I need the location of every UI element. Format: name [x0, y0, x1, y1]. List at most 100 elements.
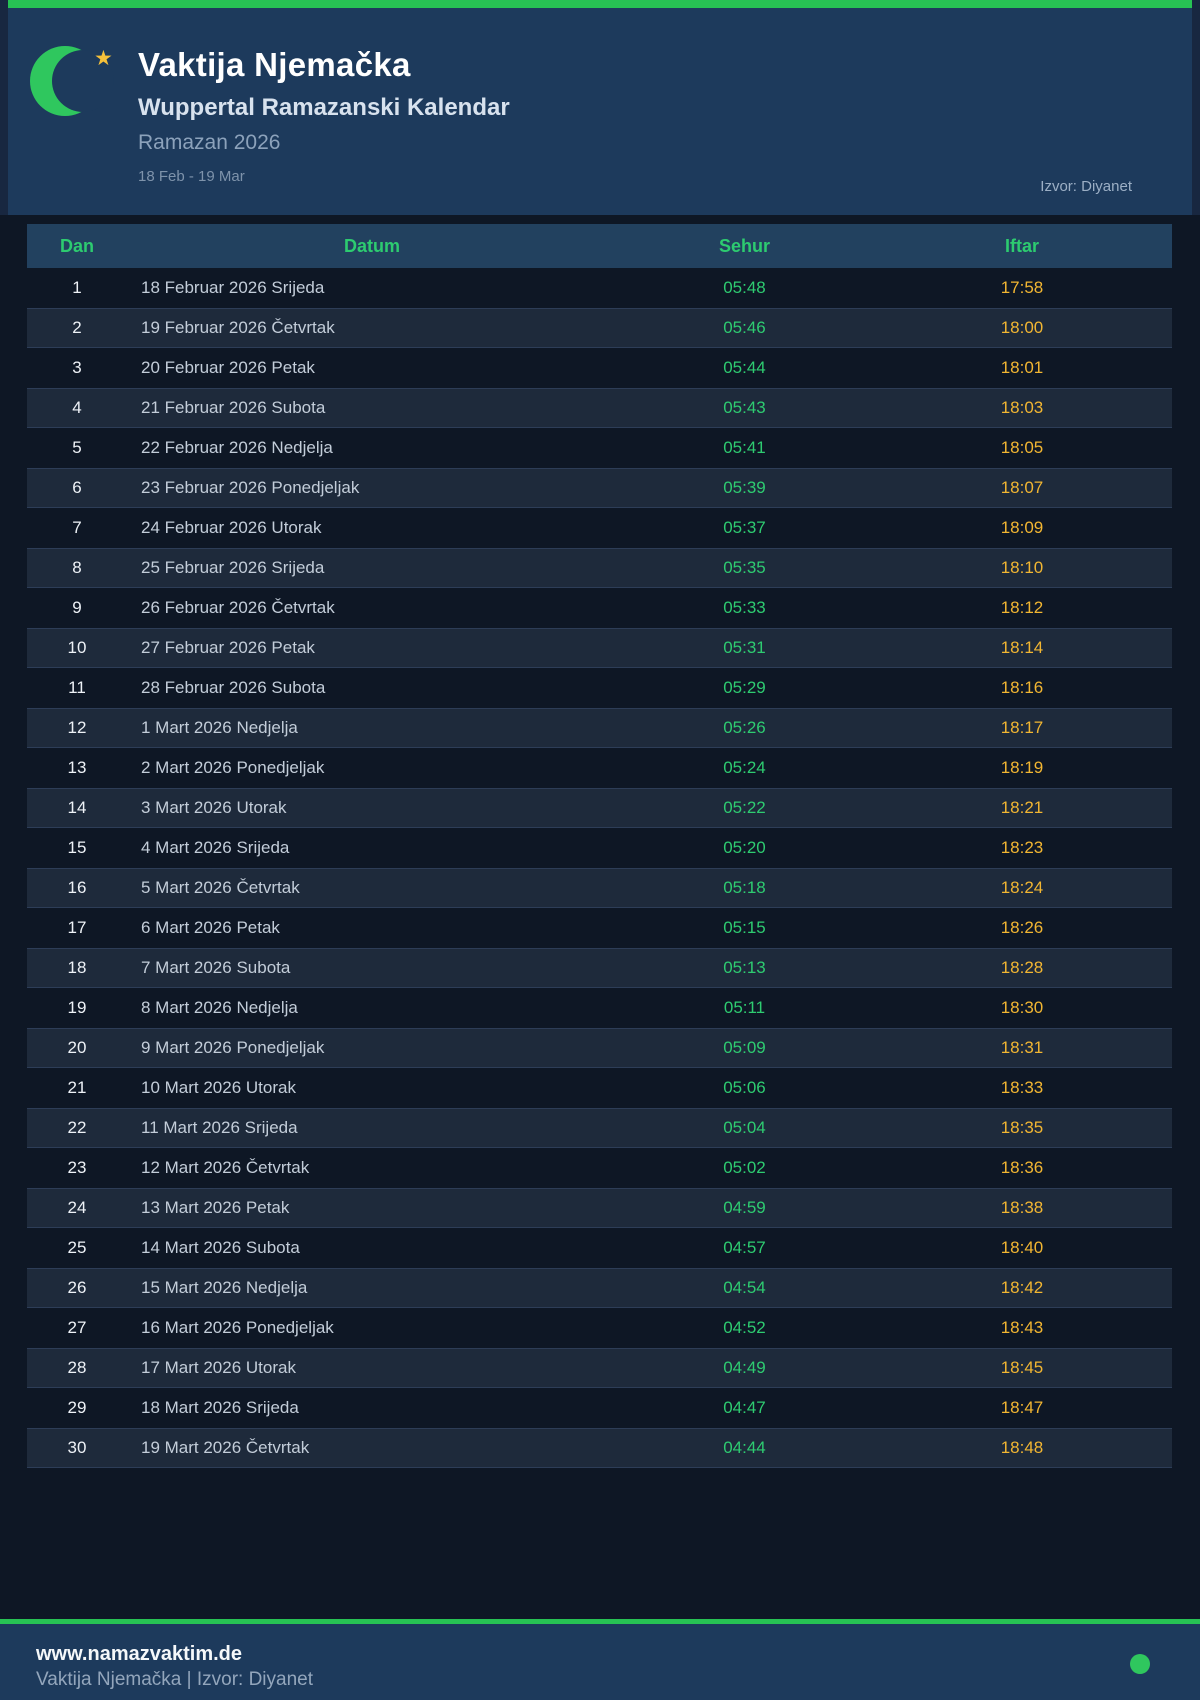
table-row: 23 12 Mart 2026 Četvrtak 05:02 18:36: [27, 1148, 1172, 1188]
iftar-time-cell: 18:31: [872, 1028, 1172, 1068]
day-number-cell: 2: [27, 308, 127, 348]
day-number-cell: 16: [27, 868, 127, 908]
day-number-cell: 27: [67, 1318, 87, 1337]
iftar-time-cell: 18:14: [872, 628, 1172, 668]
date-cell: 18 Februar 2026 Srijeda: [141, 278, 325, 297]
sehur-time-cell: 04:54: [617, 1268, 872, 1308]
sehur-time-cell: 05:06: [723, 1078, 766, 1097]
table-row: 1 18 Februar 2026 Srijeda 05:48 17:58: [27, 268, 1172, 308]
table-row: 27 16 Mart 2026 Ponedjeljak 04:52 18:43: [27, 1308, 1172, 1348]
day-number-cell: 13: [67, 758, 87, 777]
day-number-cell: 12: [27, 708, 127, 748]
day-number-cell: 3: [72, 358, 82, 377]
table-row: 17 6 Mart 2026 Petak 05:15 18:26: [27, 908, 1172, 948]
date-cell: 25 Februar 2026 Srijeda: [127, 548, 617, 588]
iftar-time-cell: 17:58: [1000, 278, 1044, 297]
date-cell: 19 Mart 2026 Četvrtak: [127, 1428, 617, 1468]
date-cell: 18 Mart 2026 Srijeda: [141, 1398, 299, 1417]
frame-edge-left: [0, 0, 8, 215]
day-number-cell: 22: [27, 1108, 127, 1148]
date-cell: 27 Februar 2026 Petak: [127, 628, 617, 668]
iftar-time-cell: 18:19: [1000, 758, 1044, 777]
sehur-time-cell: 05:46: [617, 308, 872, 348]
table-row: 8 25 Februar 2026 Srijeda 05:35 18:10: [27, 548, 1172, 588]
date-cell: 9 Mart 2026 Ponedjeljak: [127, 1028, 617, 1068]
sehur-time-cell: 05:39: [617, 468, 872, 508]
date-cell: 26 Februar 2026 Četvrtak: [141, 598, 335, 617]
iftar-time-cell: 18:05: [1000, 438, 1044, 457]
table-row: 12 1 Mart 2026 Nedjelja 05:26 18:17: [27, 708, 1172, 748]
day-number-cell: 8: [27, 548, 127, 588]
sehur-time-cell: 05:13: [617, 948, 872, 988]
day-number-cell: 23: [67, 1158, 87, 1177]
table-row: 25 14 Mart 2026 Subota 04:57 18:40: [27, 1228, 1172, 1268]
sehur-time-cell: 05:20: [723, 838, 766, 857]
iftar-time-cell: 18:42: [872, 1268, 1172, 1308]
iftar-time-cell: 18:03: [872, 388, 1172, 428]
date-cell: 14 Mart 2026 Subota: [141, 1238, 300, 1257]
day-number-cell: 30: [27, 1428, 127, 1468]
iftar-time-cell: 18:28: [872, 948, 1172, 988]
sehur-time-cell: 05:43: [617, 388, 872, 428]
table-row: 7 24 Februar 2026 Utorak 05:37 18:09: [27, 508, 1172, 548]
table-row: 5 22 Februar 2026 Nedjelja 05:41 18:05: [27, 428, 1172, 468]
crescent-moon-icon: [30, 46, 114, 116]
date-cell: 24 Februar 2026 Utorak: [141, 518, 322, 537]
date-cell: 5 Mart 2026 Četvrtak: [127, 868, 617, 908]
date-cell: 6 Mart 2026 Petak: [141, 918, 280, 937]
day-number-cell: 24: [27, 1188, 127, 1228]
prayer-times-table: Dan Datum Sehur Iftar 1 18 Februar 2026 …: [27, 224, 1172, 1468]
column-header-dan: Dan: [27, 224, 127, 268]
sehur-time-cell: 05:33: [723, 598, 766, 617]
sehur-time-cell: 05:26: [617, 708, 872, 748]
date-cell: 23 Februar 2026 Ponedjeljak: [127, 468, 617, 508]
day-number-cell: 14: [27, 788, 127, 828]
table-row: 15 4 Mart 2026 Srijeda 05:20 18:23: [27, 828, 1172, 868]
iftar-time-cell: 18:10: [872, 548, 1172, 588]
sehur-time-cell: 04:44: [617, 1428, 872, 1468]
sehur-time-cell: 05:29: [723, 678, 766, 697]
sehur-time-cell: 04:52: [723, 1318, 766, 1337]
sehur-time-cell: 04:59: [617, 1188, 872, 1228]
table-row: 30 19 Mart 2026 Četvrtak 04:44 18:48: [27, 1428, 1172, 1468]
sehur-time-cell: 05:44: [723, 358, 766, 377]
date-cell: 19 Februar 2026 Četvrtak: [127, 308, 617, 348]
iftar-time-cell: 18:47: [1000, 1398, 1044, 1417]
season-label: Ramazan 2026: [138, 131, 281, 154]
day-number-cell: 11: [68, 678, 86, 697]
date-cell: 13 Mart 2026 Petak: [127, 1188, 617, 1228]
table-row: 6 23 Februar 2026 Ponedjeljak 05:39 18:0…: [27, 468, 1172, 508]
sehur-time-cell: 04:57: [723, 1238, 766, 1257]
iftar-time-cell: 18:24: [872, 868, 1172, 908]
date-cell: 7 Mart 2026 Subota: [127, 948, 617, 988]
date-cell: 20 Februar 2026 Petak: [141, 358, 315, 377]
table-row: 14 3 Mart 2026 Utorak 05:22 18:21: [27, 788, 1172, 828]
day-number-cell: 19: [67, 998, 87, 1017]
footer-accent-line: [0, 1619, 1200, 1624]
footer: www.namazvaktim.de Vaktija Njemačka | Iz…: [0, 1624, 1200, 1700]
sehur-time-cell: 05:02: [723, 1158, 766, 1177]
iftar-time-cell: 18:36: [1000, 1158, 1044, 1177]
green-dot-icon: [1130, 1654, 1150, 1674]
sehur-time-cell: 05:41: [723, 438, 766, 457]
date-cell: 8 Mart 2026 Nedjelja: [141, 998, 298, 1017]
sehur-time-cell: 05:09: [617, 1028, 872, 1068]
day-number-cell: 20: [27, 1028, 127, 1068]
iftar-time-cell: 18:09: [1000, 518, 1044, 537]
iftar-time-cell: 18:38: [872, 1188, 1172, 1228]
page-subtitle: Wuppertal Ramazanski Kalendar: [138, 94, 510, 121]
iftar-time-cell: 18:17: [872, 708, 1172, 748]
iftar-time-cell: 18:43: [1000, 1318, 1044, 1337]
column-header-datum: Datum: [127, 224, 617, 268]
day-number-cell: 21: [67, 1078, 87, 1097]
day-number-cell: 9: [72, 598, 82, 617]
table-row: 10 27 Februar 2026 Petak 05:31 18:14: [27, 628, 1172, 668]
column-header-iftar: Iftar: [872, 224, 1172, 268]
sehur-time-cell: 05:18: [617, 868, 872, 908]
sehur-time-cell: 05:04: [617, 1108, 872, 1148]
iftar-time-cell: 18:48: [872, 1428, 1172, 1468]
day-number-cell: 28: [27, 1348, 127, 1388]
iftar-time-cell: 18:12: [1000, 598, 1044, 617]
sehur-time-cell: 05:48: [723, 278, 766, 297]
table-row: 11 28 Februar 2026 Subota 05:29 18:16: [27, 668, 1172, 708]
